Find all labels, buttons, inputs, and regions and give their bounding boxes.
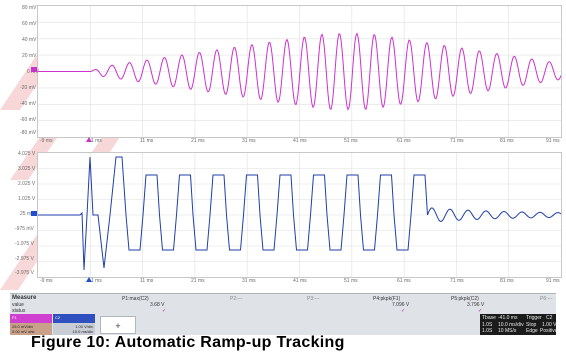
trigger-label: Trigger <box>526 315 542 321</box>
channel-f1-label: F1 <box>12 315 17 320</box>
top-x-tick: 41 ms <box>293 138 307 144</box>
channel-f1-box[interactable]: F1 <box>10 314 52 323</box>
magenta-waveform <box>38 32 562 111</box>
trigger-level: 1.00 V <box>542 322 557 328</box>
trigger-slope: Positive <box>540 328 558 334</box>
measure-panel: Measure value status P1:max(C2) 3.68 V ✓… <box>10 293 558 335</box>
top-ground-marker[interactable] <box>31 67 37 72</box>
bottom-y-tick: -3.975 V <box>15 270 34 276</box>
bottom-trigger-marker[interactable] <box>86 277 92 282</box>
timebase-row3a: 1.0S <box>482 328 493 334</box>
bottom-x-tick: 41 ms <box>293 278 307 284</box>
trigger-source: C2 <box>546 315 553 321</box>
top-plot <box>37 5 562 138</box>
timebase-value: -41.0 ms <box>498 315 518 321</box>
bottom-ground-marker[interactable] <box>31 211 37 216</box>
bottom-plot-svg <box>38 153 562 277</box>
measure-p4-name[interactable]: P4:pkpk(F1) <box>373 296 401 302</box>
top-x-tick: 31 ms <box>242 138 256 144</box>
channel-c2-timebase: 10.0 ms/div <box>72 329 93 334</box>
channel-f1-offset: 0.00 mV ofst <box>12 329 35 334</box>
bottom-x-tick: 61 ms <box>397 278 411 284</box>
timebase-label: Tbase <box>482 315 496 321</box>
measure-p1-value: 3.68 V <box>150 302 165 308</box>
measure-p3-name[interactable]: P3:--- <box>307 296 320 302</box>
measure-p4-status: ✓ <box>401 308 406 314</box>
figure-caption: Figure 10: Automatic Ramp-up Tracking <box>31 334 345 351</box>
measure-p5-status: ✓ <box>478 308 483 314</box>
measure-p5-name[interactable]: P5:pkpk(C2) <box>451 296 479 302</box>
measure-value-label: value <box>12 302 24 308</box>
measure-p1-name[interactable]: P1:max(C2) <box>122 296 149 302</box>
top-x-tick: 81 ms <box>500 138 514 144</box>
bottom-y-tick: 2.025 V <box>18 181 36 187</box>
measure-title: Measure <box>12 295 37 301</box>
bottom-x-tick: 31 ms <box>242 278 256 284</box>
top-y-tick: 40 mV <box>22 37 37 43</box>
channel-c2-settings[interactable]: 1.00 V/div 10.0 ms/div <box>53 323 95 335</box>
top-y-tick: 20 mV <box>22 53 37 59</box>
top-x-tick: 21 ms <box>191 138 205 144</box>
channel-c2-box[interactable]: C2 <box>53 314 95 323</box>
top-y-tick: -40 mV <box>20 101 37 107</box>
measure-p1-status: ✓ <box>162 308 167 314</box>
measure-p6-name[interactable]: P6:--- <box>540 296 553 302</box>
bottom-y-tick: -2.975 V <box>15 256 34 262</box>
bottom-x-tick: 71 ms <box>450 278 464 284</box>
add-channel-button[interactable]: + <box>100 316 136 334</box>
measure-p5-value: 3.796 V <box>467 302 485 308</box>
channel-c2-scale: 1.00 V/div <box>75 324 93 329</box>
measure-p4-value: 7.096 V <box>392 302 410 308</box>
bottom-x-tick: -9 ms <box>40 278 53 284</box>
bottom-y-tick: -975 mV <box>15 226 34 232</box>
measure-p2-name[interactable]: P2:--- <box>230 296 243 302</box>
blue-waveform <box>38 156 562 271</box>
bottom-plot <box>37 152 562 278</box>
bottom-x-tick: 51 ms <box>344 278 358 284</box>
timebase-panel[interactable]: Tbase -41.0 ms Trigger C2 1.0S 10.0 ms/d… <box>480 314 558 335</box>
top-x-tick: 11 ms <box>140 138 154 144</box>
plus-icon: + <box>115 321 121 331</box>
channel-f1-scale: 25.0 mV/div <box>12 324 34 329</box>
bottom-x-tick: 1 ms <box>91 278 102 284</box>
top-y-tick: -20 mV <box>20 85 37 91</box>
bottom-x-tick: 81 ms <box>500 278 514 284</box>
timebase-scale: 10.0 ms/div <box>498 322 524 328</box>
bottom-y-tick: 1.025 V <box>18 196 36 202</box>
top-x-tick: 51 ms <box>344 138 358 144</box>
measure-status-label: status <box>12 308 26 314</box>
top-x-tick: 1 ms <box>91 138 102 144</box>
top-y-tick: -60 mV <box>20 117 37 123</box>
top-x-tick: -9 ms <box>40 138 53 144</box>
top-y-tick: 0 mV <box>27 69 39 75</box>
sample-rate: 10 MS/s <box>498 328 517 334</box>
top-trigger-marker[interactable] <box>86 137 92 142</box>
bottom-y-tick: -1.975 V <box>15 241 34 247</box>
bottom-y-tick: 3.025 V <box>18 166 36 172</box>
top-x-tick: 71 ms <box>450 138 464 144</box>
bottom-x-tick: 91 ms <box>546 278 560 284</box>
bottom-x-tick: 21 ms <box>191 278 205 284</box>
timebase-row2a: 1.0S <box>482 322 493 328</box>
top-y-tick: 60 mV <box>22 21 37 27</box>
top-x-tick: 91 ms <box>546 138 560 144</box>
top-x-tick: 61 ms <box>397 138 411 144</box>
top-y-tick: -80 mV <box>20 130 37 136</box>
top-y-tick: 80 mV <box>22 5 37 11</box>
bottom-y-tick: 25 mV <box>20 211 35 217</box>
channel-f1-settings[interactable]: 25.0 mV/div 0.00 mV ofst <box>10 323 52 335</box>
trigger-type: Edge <box>526 328 538 334</box>
channel-c2-label: C2 <box>55 315 61 320</box>
bottom-y-tick: 4.025 V <box>18 151 36 157</box>
top-plot-svg <box>38 6 562 137</box>
bottom-x-tick: 11 ms <box>140 278 154 284</box>
trigger-mode: Stop <box>526 322 537 328</box>
